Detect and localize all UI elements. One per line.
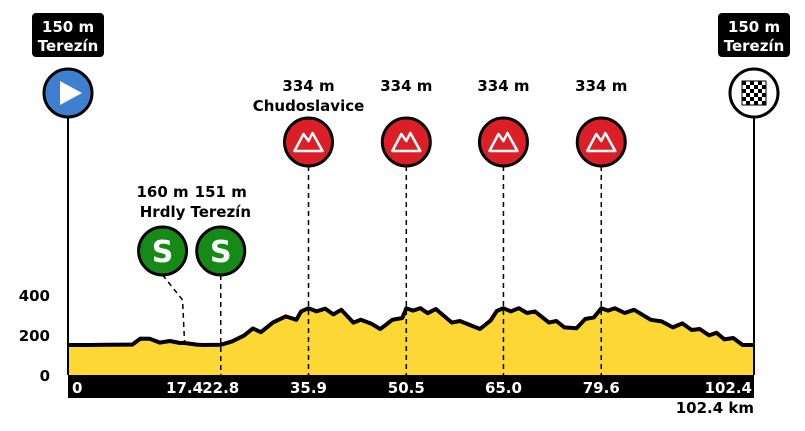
sprint-leader-line: [161, 274, 186, 344]
checkered-flag-square: [758, 81, 762, 85]
mountain-icon: [586, 131, 617, 153]
checkered-flag-square: [758, 89, 762, 93]
start-town-label: Terezín: [38, 37, 99, 55]
climb-altitude-label: 334 m: [477, 77, 529, 95]
x-tick-label-102.4: 102.4: [705, 379, 752, 397]
x-tick-label-22.8: 22.8: [202, 379, 239, 397]
mountain-icon: [293, 131, 324, 153]
mountain-icon: [391, 131, 422, 153]
sprint-altitude-label: 151 m: [195, 183, 247, 201]
finish-town-label: Terezín: [724, 37, 785, 55]
sprint-town-label: Terezín: [190, 203, 251, 221]
y-tick-label-400: 400: [19, 287, 50, 305]
x-tick-label-17.4: 17.4: [166, 379, 203, 397]
checkered-flag-square: [758, 97, 762, 101]
climb-altitude-label: 334 m: [575, 77, 627, 95]
checkered-flag-square: [762, 93, 766, 97]
play-icon: [60, 81, 82, 105]
start-label-box: [32, 13, 104, 57]
checkered-flag-square: [750, 89, 754, 93]
checkered-flag-square: [762, 101, 766, 105]
profile-outline-line: [68, 306, 754, 347]
checkered-flag-square: [754, 93, 758, 97]
x-tick-label-79.6: 79.6: [583, 379, 620, 397]
climb-altitude-label: 334 m: [380, 77, 432, 95]
checkered-flag-square: [742, 89, 746, 93]
checkered-flag-square: [750, 81, 754, 85]
profile-fill-area: [68, 308, 754, 375]
checkered-flag-square: [746, 85, 750, 89]
checkered-flag-square: [750, 97, 754, 101]
finish-altitude-label: 150 m: [728, 18, 780, 36]
y-tick-label-200: 200: [19, 327, 50, 345]
mountain-icon: [488, 131, 519, 153]
checkered-flag-square: [742, 97, 746, 101]
finish-label-box: [718, 13, 790, 57]
x-tick-label-0: 0: [72, 379, 82, 397]
climb-name-label: Chudoslavice: [253, 97, 365, 115]
sprint-badge: [195, 225, 247, 277]
checkered-flag-square: [754, 101, 758, 105]
sprint-badge: [137, 225, 189, 277]
sprint-town-label: Hrdly: [140, 203, 186, 221]
checkered-flag-square: [742, 81, 746, 85]
checkered-flag-square: [762, 85, 766, 89]
climb-altitude-label: 334 m: [282, 77, 334, 95]
checkered-flag-icon: [741, 80, 767, 106]
sprint-altitude-label: 160 m: [136, 183, 188, 201]
sprint-icon: S: [210, 235, 232, 270]
profile-area-layer: [68, 306, 754, 375]
x-tick-label-65.0: 65.0: [485, 379, 522, 397]
checkered-flag-square: [746, 101, 750, 105]
y-tick-label-0: 0: [40, 367, 50, 385]
checkered-flag-square: [746, 93, 750, 97]
leader-lines-layer: [67, 93, 755, 375]
start-altitude-label: 150 m: [42, 18, 94, 36]
axis-layer: 0 200 400 0 17.4 22.8 35.9 50.5 65.0 79.6 102.4 102…: [19, 287, 754, 417]
total-distance-label: 102.4 km: [676, 399, 754, 417]
x-tick-label-50.5: 50.5: [388, 379, 425, 397]
x-tick-label-35.9: 35.9: [290, 379, 327, 397]
distance-axis-band: [68, 375, 754, 398]
sprint-icon: S: [152, 235, 174, 270]
checkered-flag-square: [754, 85, 758, 89]
